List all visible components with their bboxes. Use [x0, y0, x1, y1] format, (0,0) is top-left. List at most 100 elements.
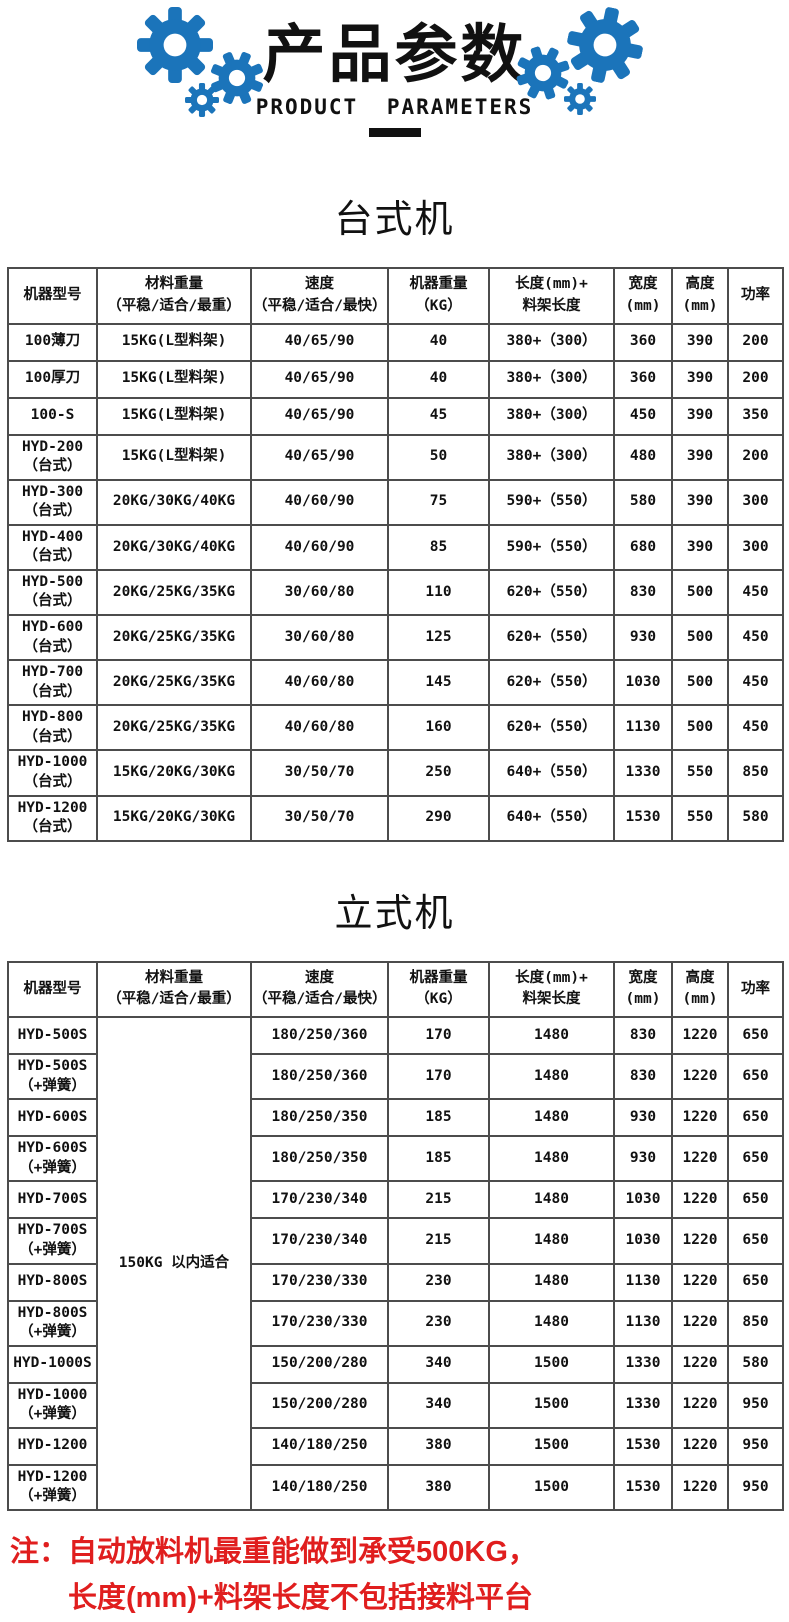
cell-weight: 290: [387, 794, 490, 842]
cell-model: HYD-1000 （台式）: [7, 749, 98, 797]
cell-model: HYD-400 （台式）: [7, 523, 98, 571]
cell-material: 20KG/25KG/35KG: [96, 659, 252, 707]
cell-length: 1480: [488, 1299, 615, 1347]
cell-power: 450: [727, 659, 784, 707]
cell-speed: 180/250/350: [250, 1135, 389, 1183]
gear-icon: [560, 0, 650, 90]
cell-weight: 170: [387, 1053, 490, 1101]
column-header-material: 材料重量 （平稳/适合/最重）: [96, 960, 252, 1019]
cell-power: 650: [727, 1053, 784, 1101]
table-row: HYD-500S 150KG 以内适合 180/250/360 170 1480 830 1…: [7, 1016, 784, 1511]
cell-speed: 150/200/280: [250, 1381, 389, 1429]
cell-model: 100-S: [7, 396, 98, 436]
cell-speed: 40/65/90: [250, 359, 389, 399]
cell-height: 390: [671, 359, 729, 399]
cell-width: 1530: [613, 794, 673, 842]
cell-width: 830: [613, 568, 673, 617]
cell-height: 1220: [671, 1381, 729, 1429]
column-header-power: 功率: [727, 267, 784, 325]
column-header-power: 功率: [727, 960, 784, 1019]
cell-width: 580: [613, 478, 673, 526]
cell-length: 1480: [488, 1135, 615, 1183]
table-row: HYD-500 （台式） 20KG/25KG/35KG 30/60/80 110 620…: [7, 568, 784, 617]
cell-material: 15KG/20KG/30KG: [96, 794, 252, 842]
table-row: HYD-400 （台式） 20KG/30KG/40KG 40/60/90 85 590+…: [7, 523, 784, 571]
cell-length: 1480: [488, 1217, 615, 1265]
cell-length: 590+（550）: [488, 523, 615, 571]
cell-model: HYD-200 （台式）: [7, 433, 98, 481]
cell-power: 200: [727, 433, 784, 481]
cell-weight: 230: [387, 1262, 490, 1302]
cell-length: 590+（550）: [488, 478, 615, 526]
cell-model: HYD-1200: [7, 1426, 98, 1466]
cell-speed: 180/250/360: [250, 1053, 389, 1101]
cell-material: 15KG(L型料架): [96, 433, 252, 481]
cell-width: 1330: [613, 1381, 673, 1429]
cell-weight: 380: [387, 1463, 490, 1511]
cell-width: 360: [613, 359, 673, 399]
cell-height: 1220: [671, 1180, 729, 1220]
cell-power: 200: [727, 359, 784, 399]
cell-power: 650: [727, 1180, 784, 1220]
cell-speed: 30/60/80: [250, 613, 389, 662]
cell-speed: 40/60/90: [250, 478, 389, 526]
cell-height: 1220: [671, 1135, 729, 1183]
cell-speed: 40/60/80: [250, 659, 389, 707]
table-row: HYD-1000 （+弹簧） 150/200/280 340 1500 1330 1220…: [7, 1381, 784, 1429]
table-row: HYD-500S （+弹簧） 180/250/360 170 1480 830 1220 6…: [7, 1053, 784, 1101]
table-row: HYD-600S 180/250/350 185 1480 930 1220 650: [7, 1098, 784, 1138]
cell-height: 500: [671, 704, 729, 752]
cell-width: 930: [613, 1098, 673, 1138]
cell-length: 1480: [488, 1053, 615, 1101]
column-header-length: 长度(mm)+ 料架长度: [488, 267, 615, 325]
cell-model: HYD-1000S: [7, 1344, 98, 1384]
cell-power: 950: [727, 1463, 784, 1511]
cell-power: 650: [727, 1016, 784, 1056]
cell-weight: 250: [387, 749, 490, 797]
gear-icon: [137, 7, 213, 83]
table-row: HYD-300 （台式） 20KG/30KG/40KG 40/60/90 75 590+…: [7, 478, 784, 526]
cell-width: 1130: [613, 1262, 673, 1302]
cell-power: 650: [727, 1135, 784, 1183]
cell-model: HYD-800S: [7, 1262, 98, 1302]
column-header-material: 材料重量 （平稳/适合/最重）: [96, 267, 252, 325]
cell-material: 20KG/25KG/35KG: [96, 613, 252, 662]
cell-width: 1530: [613, 1463, 673, 1511]
cell-height: 1220: [671, 1262, 729, 1302]
cell-speed: 180/250/360: [250, 1016, 389, 1056]
footnote: 注：自动放料机最重能做到承受500KG， 长度(mm)+料架长度不包括接料平台: [10, 1529, 789, 1622]
table-row: HYD-700 （台式） 20KG/25KG/35KG 40/60/80 145 620…: [7, 659, 784, 707]
cell-model: 100厚刀: [7, 359, 98, 399]
cell-weight: 125: [387, 613, 490, 662]
cell-speed: 40/60/80: [250, 704, 389, 752]
cell-power: 450: [727, 613, 784, 662]
cell-width: 1030: [613, 1217, 673, 1265]
column-header-width: 宽度 (mm): [613, 960, 673, 1019]
cell-power: 450: [727, 704, 784, 752]
cell-power: 950: [727, 1381, 784, 1429]
cell-model: HYD-800S （+弹簧）: [7, 1299, 98, 1347]
cell-length: 380+（300）: [488, 396, 615, 436]
cell-length: 1480: [488, 1016, 615, 1056]
cell-material: 20KG/25KG/35KG: [96, 568, 252, 617]
table-header: 机器型号 材料重量 （平稳/适合/最重） 速度 （平稳/适合/最快） 机器重量 …: [7, 960, 784, 1019]
title-divider: [368, 127, 421, 137]
cell-speed: 150/200/280: [250, 1344, 389, 1384]
cell-length: 1480: [488, 1180, 615, 1220]
column-header-height: 高度 (mm): [671, 267, 729, 325]
cell-length: 1500: [488, 1344, 615, 1384]
cell-length: 380+（300）: [488, 322, 615, 362]
cell-power: 300: [727, 523, 784, 571]
table-row: HYD-800 （台式） 20KG/25KG/35KG 40/60/80 160 620…: [7, 704, 784, 752]
cell-weight: 230: [387, 1299, 490, 1347]
cell-weight: 185: [387, 1098, 490, 1138]
cell-speed: 140/180/250: [250, 1463, 389, 1511]
cell-weight: 185: [387, 1135, 490, 1183]
cell-model: HYD-600 （台式）: [7, 613, 98, 662]
cell-power: 450: [727, 568, 784, 617]
page-subtitle: PRODUCT PARAMETERS: [255, 94, 534, 119]
table-row: HYD-600 （台式） 20KG/25KG/35KG 30/60/80 125 620…: [7, 613, 784, 662]
cell-material: 15KG(L型料架): [96, 396, 252, 436]
cell-height: 1220: [671, 1098, 729, 1138]
cell-width: 1330: [613, 1344, 673, 1384]
